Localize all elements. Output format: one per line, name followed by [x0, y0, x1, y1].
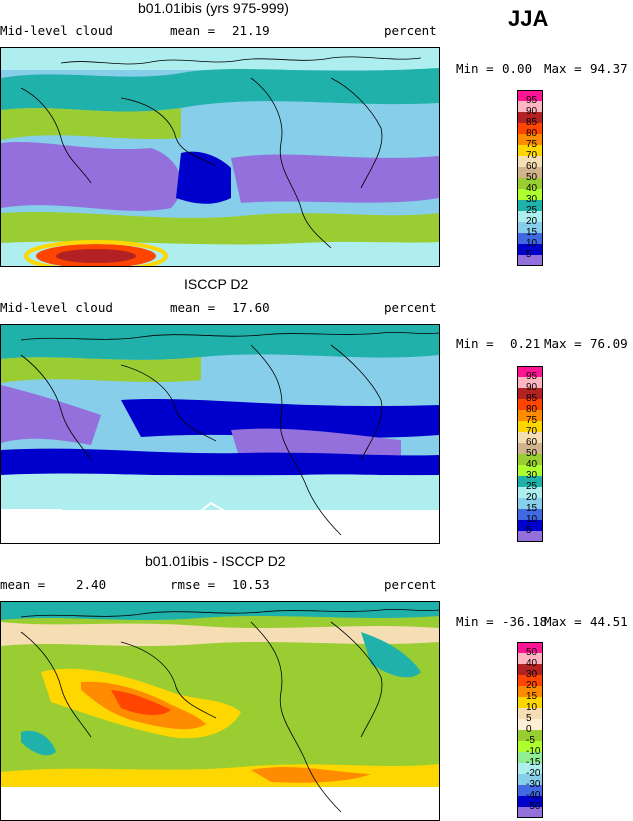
- panel3-colorbar-label: 30: [526, 669, 538, 680]
- panel2-colorbar-label: 30: [526, 470, 538, 481]
- panel1-colorbar-label: 25: [526, 205, 538, 216]
- panel1-colorbar-label: 50: [526, 172, 538, 183]
- panel1-mean-label: mean =: [170, 23, 216, 38]
- panel1-min-label: Min =: [456, 61, 494, 76]
- panel3-units: percent: [384, 577, 437, 592]
- panel1-colorbar-label: 75: [526, 139, 538, 150]
- panel3-colorbar-label: -20: [526, 768, 541, 779]
- season-label: JJA: [508, 6, 549, 31]
- panel3-colorbar-label: 10: [526, 702, 538, 713]
- panel1-mean-value: 21.19: [232, 23, 270, 38]
- panel2-map-field: [1, 325, 439, 543]
- panel1-colorbar-label: 85: [526, 117, 538, 128]
- panel3-mean-value: 2.40: [76, 577, 107, 592]
- panel1-colorbar-label: 60: [526, 161, 538, 172]
- panel1-colorbar-label: 90: [526, 106, 538, 117]
- panel3-colorbar-label: 15: [526, 691, 538, 702]
- panel2-colorbar-label: 85: [526, 393, 538, 404]
- panel2-mean-label: mean =: [170, 300, 216, 315]
- panel3-colorbar-label: -5: [526, 735, 535, 746]
- panel1-colorbar-label: 20: [526, 216, 538, 227]
- panel2-colorbar-label: 10: [526, 514, 538, 525]
- panel3-colorbar-label: 5: [526, 713, 532, 724]
- panel3-colorbar-label: 40: [526, 658, 538, 669]
- panel3-map-field: [1, 602, 439, 820]
- panel3-max-value: 44.51: [590, 614, 628, 629]
- panel2-max-value: 76.09: [590, 336, 628, 351]
- panel3-rmse-label: rmse =: [170, 577, 216, 592]
- panel3-map: [0, 601, 440, 821]
- panel2-colorbar-label: 15: [526, 503, 538, 514]
- panel3-colorbar-label: 50: [526, 647, 538, 658]
- panel1-min-value: 0.00: [502, 61, 533, 76]
- panel1-variable-label: Mid-level cloud: [0, 23, 113, 38]
- panel2-map: [0, 324, 440, 544]
- panel2-title: ISCCP D2: [184, 276, 249, 292]
- panel3-max-label: Max =: [544, 614, 582, 629]
- panel1-colorbar-label: 70: [526, 150, 538, 161]
- panel3-min-value: -36.18: [502, 614, 548, 629]
- panel2-colorbar-label: 60: [526, 437, 538, 448]
- panel2-colorbar-label: 20: [526, 492, 538, 503]
- panel1-units: percent: [384, 23, 437, 38]
- panel1-max-label: Max =: [544, 61, 582, 76]
- panel3-colorbar-label: 20: [526, 680, 538, 691]
- panel3-title: b01.01ibis - ISCCP D2: [145, 553, 286, 569]
- panel2-colorbar-label: 80: [526, 404, 538, 415]
- panel2-max-label: Max =: [544, 336, 582, 351]
- panel3-colorbar-label: -30: [526, 779, 541, 790]
- panel1-colorbar-label: 80: [526, 128, 538, 139]
- panel1-colorbar-label: 5: [526, 249, 532, 260]
- panel2-colorbar-label: 5: [526, 525, 532, 536]
- panel2-colorbar-label: 90: [526, 382, 538, 393]
- panel1-colorbar-label: 95: [526, 95, 538, 106]
- panel3-colorbar-label: 0: [526, 724, 532, 735]
- panel1-max-value: 94.37: [590, 61, 628, 76]
- panel1-colorbar-label: 40: [526, 183, 538, 194]
- panel2-mean-value: 17.60: [232, 300, 270, 315]
- panel2-colorbar-label: 50: [526, 448, 538, 459]
- panel3-colorbar-label: -15: [526, 757, 541, 768]
- panel3-colorbar-label: -40: [526, 790, 541, 801]
- panel3-mean-label: mean =: [0, 577, 46, 592]
- panel2-units: percent: [384, 300, 437, 315]
- panel1-colorbar-label: 30: [526, 194, 538, 205]
- panel2-colorbar-label: 75: [526, 415, 538, 426]
- panel2-colorbar-label: 95: [526, 371, 538, 382]
- panel2-min-value: 0.21: [510, 336, 541, 351]
- panel1-title: b01.01ibis (yrs 975-999): [138, 0, 289, 16]
- panel1-map-field: [1, 48, 439, 266]
- panel3-min-label: Min =: [456, 614, 494, 629]
- panel1-map: [0, 47, 440, 267]
- panel1-colorbar-label: 10: [526, 238, 538, 249]
- panel2-variable-label: Mid-level cloud: [0, 300, 113, 315]
- panel2-min-label: Min =: [456, 336, 494, 351]
- panel2-colorbar-label: 25: [526, 481, 538, 492]
- panel3-rmse-value: 10.53: [232, 577, 270, 592]
- panel3-colorbar-label: -50: [526, 801, 541, 812]
- panel2-colorbar-label: 40: [526, 459, 538, 470]
- panel1-colorbar-label: 15: [526, 227, 538, 238]
- panel3-colorbar-label: -10: [526, 746, 541, 757]
- panel2-colorbar-label: 70: [526, 426, 538, 437]
